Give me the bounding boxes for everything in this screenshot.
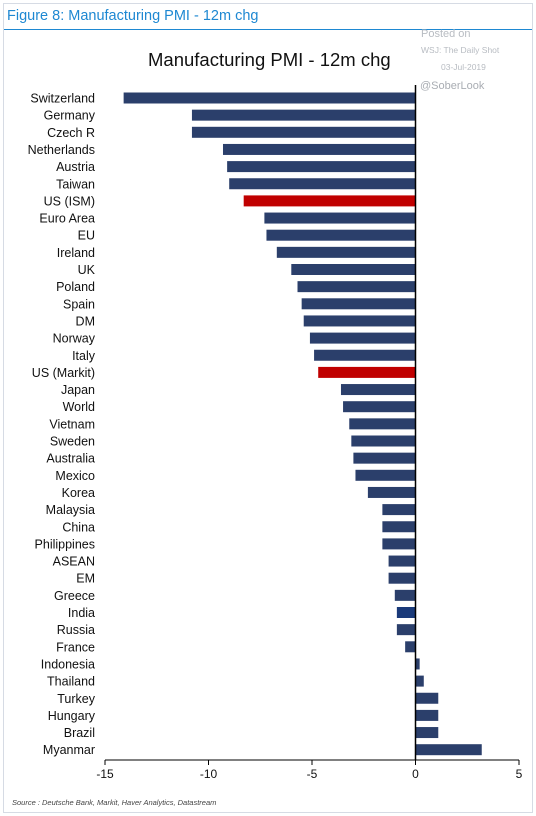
category-label: France <box>56 640 95 654</box>
category-label: EU <box>78 229 95 243</box>
figure-label: Figure 8: Manufacturing PMI - 12m chg <box>7 8 259 24</box>
category-label: Malaysia <box>46 503 95 517</box>
bar-norway <box>309 332 416 344</box>
category-label: Austria <box>56 160 95 174</box>
category-label: Russia <box>57 623 95 637</box>
bar-australia <box>353 452 416 464</box>
bar-hungary <box>415 709 439 721</box>
bar-em <box>388 572 416 584</box>
bar-netherlands <box>222 143 416 155</box>
bar-indonesia <box>415 658 420 670</box>
category-label: US (Markit) <box>32 366 95 380</box>
category-label: US (ISM) <box>44 194 95 208</box>
bar-mexico <box>355 469 416 481</box>
x-tick-label: -15 <box>96 767 114 781</box>
x-tick-label: 5 <box>516 767 523 781</box>
category-label: Netherlands <box>28 143 95 157</box>
bar-spain <box>301 298 416 310</box>
category-label: DM <box>76 314 95 328</box>
bar-uk <box>291 264 416 275</box>
watermark-handle: @SoberLook <box>420 80 485 92</box>
category-label: Greece <box>54 589 95 603</box>
bar-india <box>396 607 416 618</box>
bar-world <box>343 401 416 413</box>
category-label: Norway <box>53 332 96 346</box>
chart-title: Manufacturing PMI - 12m chg <box>148 49 391 70</box>
category-label: Spain <box>63 297 95 311</box>
bar-korea <box>367 486 416 498</box>
category-label: Thailand <box>47 675 95 689</box>
bar-myanmar <box>415 744 482 756</box>
category-label: Czech R <box>47 126 95 140</box>
source-note: Source : Deutsche Bank, Markit, Haver An… <box>12 798 217 807</box>
bar-russia <box>396 624 416 636</box>
bar-germany <box>191 109 416 121</box>
bar-vietnam <box>349 418 416 430</box>
category-label: Poland <box>56 280 95 294</box>
watermark-posted: Posted on <box>421 28 471 40</box>
category-label: China <box>62 520 95 534</box>
bar-taiwan <box>229 178 416 190</box>
bar-france <box>405 641 416 653</box>
category-label: Brazil <box>64 726 95 740</box>
category-label: Italy <box>72 349 96 363</box>
category-label: Indonesia <box>41 657 95 671</box>
x-tick-label: -10 <box>200 767 218 781</box>
bar-greece <box>394 589 416 601</box>
bar-brazil <box>415 727 439 739</box>
category-label: India <box>68 606 95 620</box>
category-label: Hungary <box>48 709 96 723</box>
category-label: World <box>63 400 95 414</box>
bar-philippines <box>382 538 416 550</box>
bar-sweden <box>351 435 416 447</box>
category-label: Sweden <box>50 435 95 449</box>
figure-frame <box>3 3 533 813</box>
figure-header: Figure 8: Manufacturing PMI - 12m chg <box>4 5 532 30</box>
category-label: Australia <box>46 452 95 466</box>
category-label: Switzerland <box>30 92 95 106</box>
category-label: Mexico <box>55 469 95 483</box>
bar-turkey <box>415 692 439 704</box>
category-label: ASEAN <box>53 555 95 569</box>
bar-euro-area <box>264 212 416 224</box>
bar-austria <box>227 161 416 173</box>
bar-italy <box>314 349 416 361</box>
bar-china <box>382 521 416 533</box>
category-label: EM <box>76 572 95 586</box>
category-label: UK <box>78 263 96 277</box>
bar-us-ism <box>243 195 416 207</box>
category-label: Taiwan <box>56 177 95 191</box>
watermark-source: WSJ: The Daily Shot <box>421 45 500 55</box>
bar-switzerland <box>123 92 416 104</box>
bar-malaysia <box>382 504 416 516</box>
category-label: Ireland <box>57 246 95 260</box>
category-label: Myanmar <box>43 743 95 757</box>
category-label: Philippines <box>35 537 95 551</box>
x-tick-label: -5 <box>307 767 318 781</box>
bar-asean <box>388 555 416 567</box>
bar-thailand <box>415 675 424 687</box>
bar-eu <box>266 229 416 241</box>
bar-us-markit <box>318 366 416 378</box>
category-label: Korea <box>62 486 95 500</box>
category-label: Turkey <box>57 692 95 706</box>
watermark-date: 03-Jul-2019 <box>441 62 486 72</box>
bar-ireland <box>276 246 416 258</box>
category-label: Vietnam <box>49 417 95 431</box>
category-label: Euro Area <box>39 212 95 226</box>
bar-japan <box>340 384 416 396</box>
bar-czech-r <box>191 126 416 138</box>
category-label: Japan <box>61 383 95 397</box>
category-label: Germany <box>44 109 96 123</box>
bar-dm <box>303 315 416 327</box>
x-tick-label: 0 <box>412 767 419 781</box>
bar-poland <box>297 281 416 293</box>
